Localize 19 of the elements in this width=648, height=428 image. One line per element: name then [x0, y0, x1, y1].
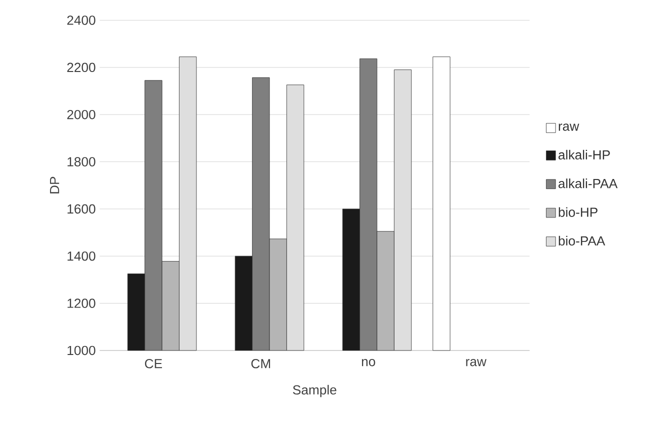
y-axis-title: DP: [50, 176, 60, 194]
legend-label: alkali-HP: [558, 150, 610, 160]
y-tick-label: 1000: [68, 346, 96, 355]
y-tick-label: 1600: [68, 204, 96, 214]
y-tick-label: 2200: [67, 62, 96, 72]
x-axis-title: Sample: [292, 384, 336, 397]
x-tick-label: raw: [466, 358, 486, 366]
legend-label: alkali-PAA: [558, 178, 618, 188]
legend-label: bio-HP: [558, 207, 598, 217]
legend-label: bio-PAA: [558, 236, 606, 246]
x-tick-label: no: [362, 358, 376, 366]
y-tick-label: 2400: [67, 15, 96, 25]
y-tick-label: 1200: [68, 298, 96, 308]
legend-label: raw: [558, 123, 580, 131]
y-tick-label: 1400: [68, 251, 96, 261]
y-tick-label: 2000: [67, 110, 96, 120]
y-tick-label: 1800: [68, 156, 96, 166]
x-tick-label: CM: [251, 358, 270, 368]
x-tick-label: CE: [144, 358, 162, 368]
